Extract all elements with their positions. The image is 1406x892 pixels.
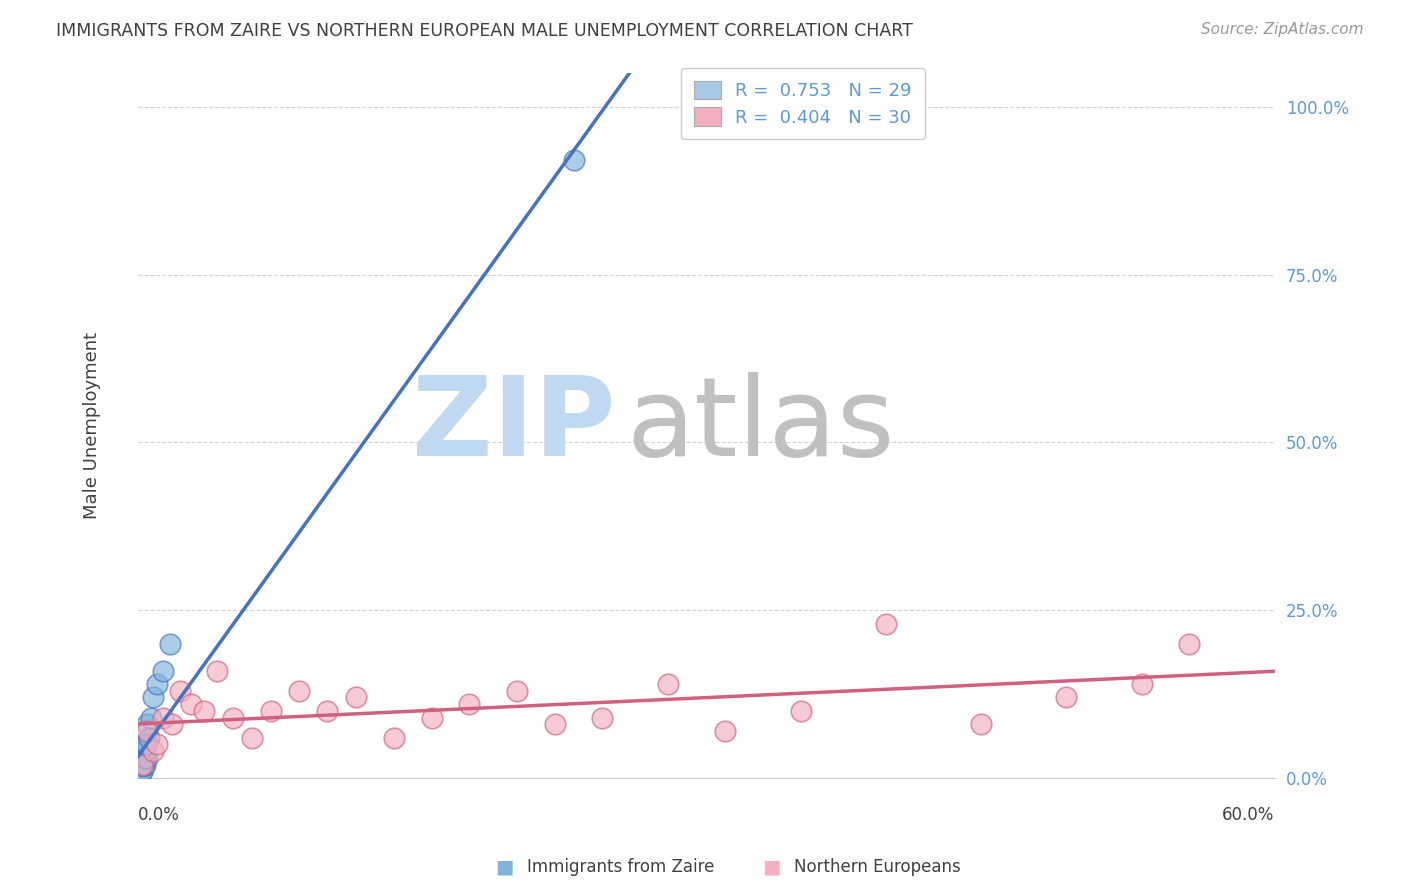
Point xyxy=(240,731,263,745)
Text: ZIP: ZIP xyxy=(412,372,616,479)
Point xyxy=(259,704,281,718)
Point xyxy=(207,664,229,678)
Text: atlas: atlas xyxy=(627,372,896,479)
Point xyxy=(128,764,150,779)
Point xyxy=(288,683,311,698)
Point xyxy=(344,690,367,705)
Point xyxy=(1054,690,1077,705)
Point xyxy=(128,764,150,779)
Point xyxy=(132,744,155,758)
Point xyxy=(131,757,153,772)
Point xyxy=(193,704,215,718)
Point xyxy=(562,153,585,168)
Point xyxy=(128,757,150,772)
Point xyxy=(152,664,174,678)
Point xyxy=(591,710,613,724)
Point xyxy=(136,717,159,731)
Point xyxy=(136,724,159,739)
Point xyxy=(131,751,153,765)
Text: Source: ZipAtlas.com: Source: ZipAtlas.com xyxy=(1201,22,1364,37)
Point xyxy=(790,704,813,718)
Point xyxy=(458,697,481,711)
Point xyxy=(131,751,153,765)
Point xyxy=(382,731,405,745)
Point xyxy=(134,751,156,765)
Point xyxy=(316,704,339,718)
Text: Northern Europeans: Northern Europeans xyxy=(794,858,962,876)
Point xyxy=(714,724,737,739)
Point xyxy=(1178,637,1201,651)
Point xyxy=(169,683,191,698)
Point xyxy=(152,710,174,724)
Point xyxy=(159,637,181,651)
Point xyxy=(132,751,155,765)
Text: 60.0%: 60.0% xyxy=(1222,806,1275,824)
Legend: R =  0.753   N = 29, R =  0.404   N = 30: R = 0.753 N = 29, R = 0.404 N = 30 xyxy=(682,68,925,139)
Point xyxy=(142,690,165,705)
Point xyxy=(420,710,443,724)
Point xyxy=(506,683,529,698)
Point xyxy=(132,751,155,765)
Point xyxy=(875,616,897,631)
Text: Immigrants from Zaire: Immigrants from Zaire xyxy=(527,858,714,876)
Text: 0.0%: 0.0% xyxy=(138,806,180,824)
Point xyxy=(141,710,163,724)
Point xyxy=(131,751,153,765)
Point xyxy=(146,677,169,691)
Point xyxy=(1130,677,1153,691)
Point xyxy=(657,677,679,691)
Point xyxy=(160,717,183,731)
Point xyxy=(136,751,159,765)
Point xyxy=(131,764,153,779)
Point xyxy=(134,757,156,772)
Point xyxy=(128,757,150,772)
Text: ■: ■ xyxy=(762,857,780,877)
Text: Male Unemployment: Male Unemployment xyxy=(83,332,101,519)
Point xyxy=(970,717,993,731)
Point xyxy=(180,697,202,711)
Point xyxy=(132,757,155,772)
Point xyxy=(142,744,165,758)
Point xyxy=(131,757,153,772)
Point xyxy=(132,757,155,772)
Point xyxy=(136,738,159,752)
Point xyxy=(221,710,243,724)
Text: ■: ■ xyxy=(495,857,513,877)
Point xyxy=(544,717,567,731)
Point xyxy=(146,738,169,752)
Text: IMMIGRANTS FROM ZAIRE VS NORTHERN EUROPEAN MALE UNEMPLOYMENT CORRELATION CHART: IMMIGRANTS FROM ZAIRE VS NORTHERN EUROPE… xyxy=(56,22,912,40)
Point xyxy=(134,738,156,752)
Point xyxy=(131,757,153,772)
Point xyxy=(131,764,153,779)
Point xyxy=(138,731,160,745)
